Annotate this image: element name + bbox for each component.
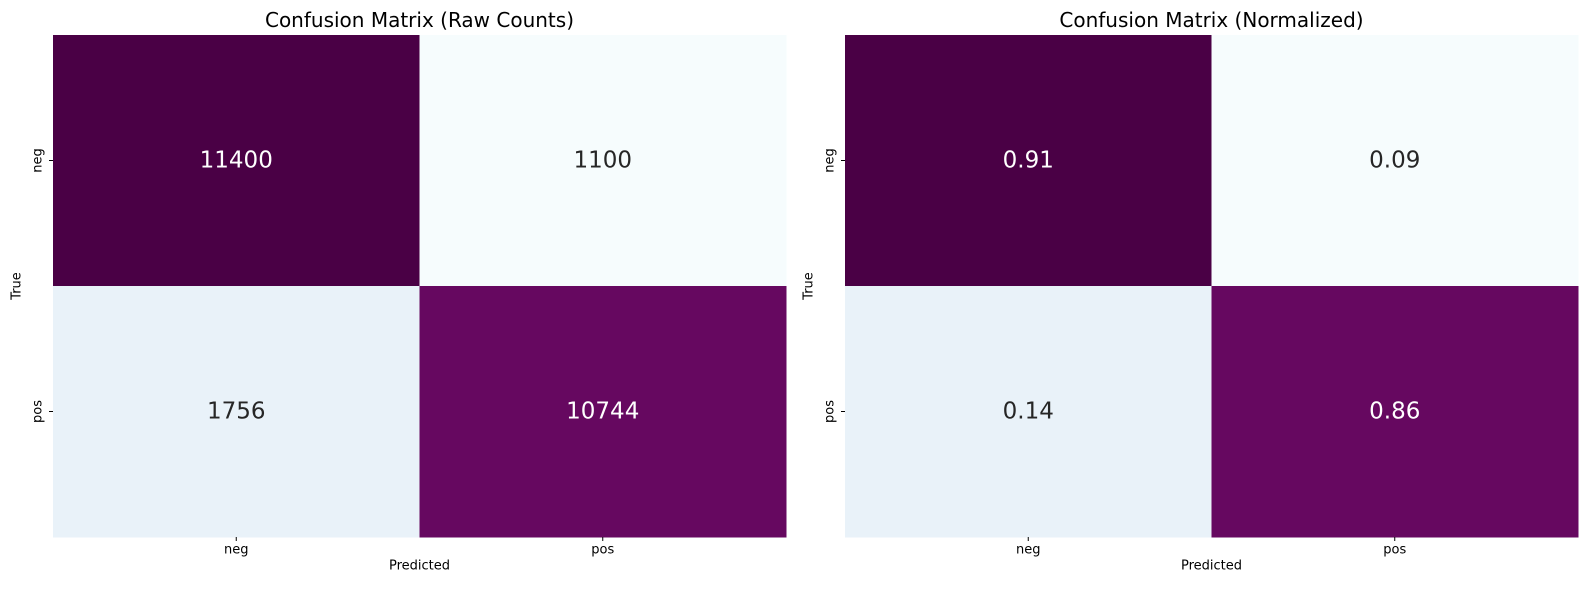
- heatmap-cell-neg-neg: [845, 35, 1212, 287]
- y-tick-label: neg: [823, 148, 838, 173]
- x-tick-label: neg: [224, 543, 249, 558]
- x-axis-label: Predicted: [389, 559, 450, 574]
- cell-value-label: 1756: [207, 399, 266, 425]
- heatmap-cell-pos-pos: [419, 286, 787, 538]
- heatmap-cell-neg-neg: [53, 35, 420, 287]
- heatmap-panel-1: 11400 1100 1756 10744 Confusion Matrix (Raw …: [10, 8, 787, 574]
- y-tick-label: pos: [823, 400, 838, 423]
- x-axis-label: Predicted: [1181, 559, 1242, 574]
- y-axis-label: True: [802, 272, 817, 301]
- y-tick-label: pos: [31, 400, 46, 423]
- heatmap-cell-neg-pos: [419, 35, 787, 287]
- heatmap-panel-2: 0.91 0.09 0.14 0.86 Confusion Matrix (Normal…: [802, 8, 1579, 574]
- heatmap-cell-pos-neg: [53, 286, 420, 538]
- cell-value-label: 0.14: [1003, 399, 1054, 425]
- cell-value-label: 10744: [566, 399, 639, 425]
- y-tick-label: neg: [31, 148, 46, 173]
- cell-value-label: 0.91: [1003, 148, 1054, 174]
- chart-title: Confusion Matrix (Raw Counts): [265, 8, 574, 32]
- cell-value-label: 1100: [573, 148, 632, 174]
- heatmap-cell-neg-pos: [1211, 35, 1579, 287]
- heatmap-cell-pos-pos: [1211, 286, 1579, 538]
- cell-value-label: 0.09: [1369, 148, 1420, 174]
- heatmap-cell-pos-neg: [845, 286, 1212, 538]
- y-axis-label: True: [10, 272, 25, 301]
- cell-value-label: 11400: [200, 148, 273, 174]
- chart-title: Confusion Matrix (Normalized): [1059, 8, 1363, 32]
- cell-value-label: 0.86: [1369, 399, 1420, 425]
- x-tick-label: neg: [1016, 543, 1041, 558]
- x-tick-label: pos: [591, 543, 614, 558]
- x-tick-label: pos: [1383, 543, 1406, 558]
